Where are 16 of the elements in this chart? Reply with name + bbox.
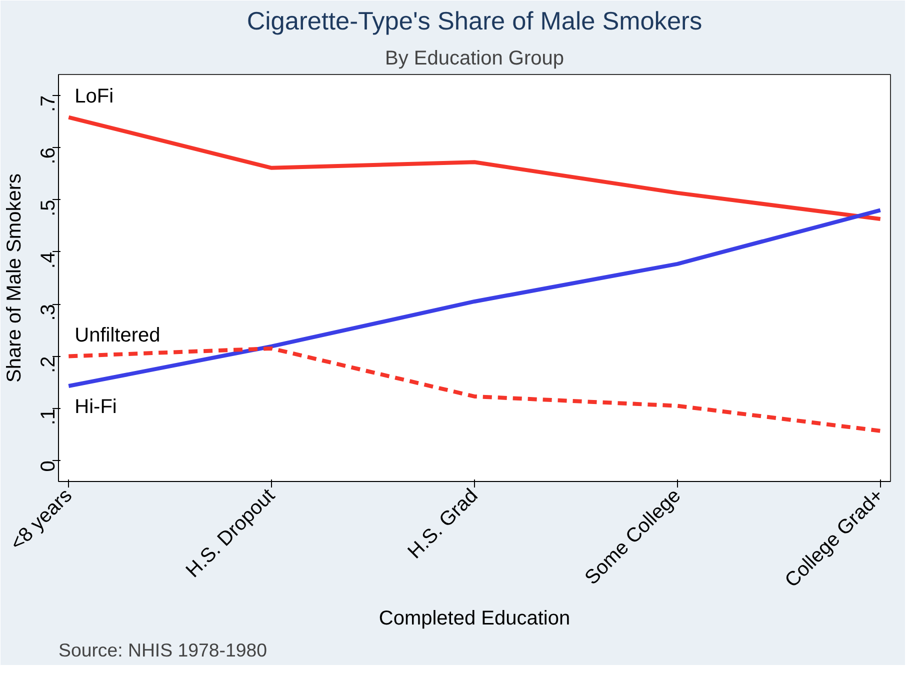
chart-subtitle: By Education Group (385, 48, 564, 70)
source-note: Source: NHIS 1978-1980 (58, 640, 267, 660)
y-tick-label: .4 (38, 252, 60, 269)
y-tick-label: .2 (38, 356, 60, 373)
x-axis-title: Completed Education (378, 608, 570, 630)
y-tick-label: .1 (38, 408, 60, 426)
y-tick-label: .6 (38, 148, 60, 164)
y-axis-title: Share of Male Smokers (4, 174, 26, 382)
y-tick-label: .7 (38, 95, 60, 112)
series-label: LoFi (74, 85, 114, 108)
y-tick-label: .5 (38, 200, 60, 216)
y-tick-label: .3 (38, 304, 60, 321)
series-label: Unfiltered (74, 324, 160, 346)
y-tick-label: 0 (38, 460, 60, 472)
series-label: Hi-Fi (74, 396, 117, 418)
chart-title: Cigarette-Type's Share of Male Smokers (246, 8, 702, 36)
